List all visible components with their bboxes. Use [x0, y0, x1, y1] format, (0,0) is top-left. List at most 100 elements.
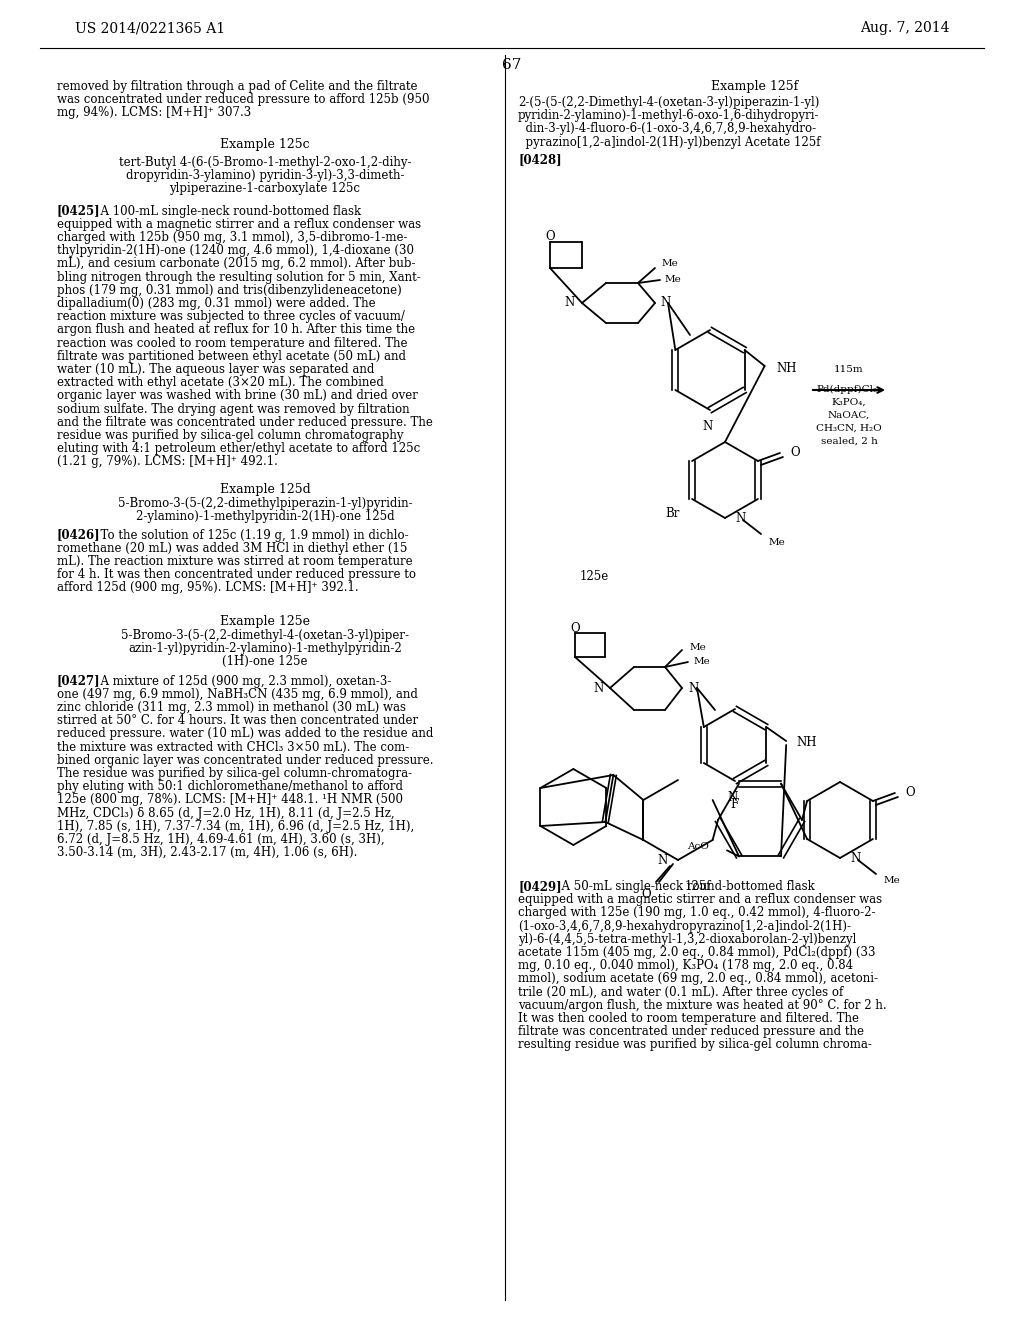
Text: organic layer was washed with brine (30 mL) and dried over: organic layer was washed with brine (30 …	[57, 389, 418, 403]
Text: ylpiperazine-1-carboxylate 125c: ylpiperazine-1-carboxylate 125c	[170, 182, 360, 194]
Text: stirred at 50° C. for 4 hours. It was then concentrated under: stirred at 50° C. for 4 hours. It was th…	[57, 714, 418, 727]
Text: yl)-6-(4,4,5,5-tetra-methyl-1,3,2-dioxaborolan-2-yl)benzyl: yl)-6-(4,4,5,5-tetra-methyl-1,3,2-dioxab…	[518, 933, 856, 946]
Text: 125e (800 mg, 78%). LCMS: [M+H]⁺ 448.1. ¹H NMR (500: 125e (800 mg, 78%). LCMS: [M+H]⁺ 448.1. …	[57, 793, 403, 807]
Text: MHz, CDCl₃) δ 8.65 (d, J=2.0 Hz, 1H), 8.11 (d, J=2.5 Hz,: MHz, CDCl₃) δ 8.65 (d, J=2.0 Hz, 1H), 8.…	[57, 807, 394, 820]
Text: thylpyridin-2(1H)-one (1240 mg, 4.6 mmol), 1,4-dioxane (30: thylpyridin-2(1H)-one (1240 mg, 4.6 mmol…	[57, 244, 414, 257]
Text: din-3-yl)-4-fluoro-6-(1-oxo-3,4,6,7,8,9-hexahydro-: din-3-yl)-4-fluoro-6-(1-oxo-3,4,6,7,8,9-…	[518, 123, 816, 136]
Text: mg, 0.10 eq., 0.040 mmol), K₃PO₄ (178 mg, 2.0 eq., 0.84: mg, 0.10 eq., 0.040 mmol), K₃PO₄ (178 mg…	[518, 960, 853, 973]
Text: acetate 115m (405 mg, 2.0 eq., 0.84 mmol), PdCl₂(dppf) (33: acetate 115m (405 mg, 2.0 eq., 0.84 mmol…	[518, 946, 876, 960]
Text: mg, 94%). LCMS: [M+H]⁺ 307.3: mg, 94%). LCMS: [M+H]⁺ 307.3	[57, 107, 251, 119]
Text: 6.72 (d, J=8.5 Hz, 1H), 4.69-4.61 (m, 4H), 3.60 (s, 3H),: 6.72 (d, J=8.5 Hz, 1H), 4.69-4.61 (m, 4H…	[57, 833, 385, 846]
Text: 5-Bromo-3-(5-(2,2-dimethyl-4-(oxetan-3-yl)piper-: 5-Bromo-3-(5-(2,2-dimethyl-4-(oxetan-3-y…	[121, 628, 409, 642]
Text: vacuum/argon flush, the mixture was heated at 90° C. for 2 h.: vacuum/argon flush, the mixture was heat…	[518, 999, 887, 1012]
Text: reaction mixture was subjected to three cycles of vacuum/: reaction mixture was subjected to three …	[57, 310, 404, 323]
Text: O: O	[790, 446, 800, 459]
Text: Example 125c: Example 125c	[220, 137, 310, 150]
Text: resulting residue was purified by silica-gel column chroma-: resulting residue was purified by silica…	[518, 1039, 871, 1052]
Text: N: N	[702, 420, 713, 433]
Text: mL), and cesium carbonate (2015 mg, 6.2 mmol). After bub-: mL), and cesium carbonate (2015 mg, 6.2 …	[57, 257, 416, 271]
Text: sealed, 2 h: sealed, 2 h	[820, 437, 878, 446]
Text: Example 125e: Example 125e	[220, 615, 310, 627]
Text: phy eluting with 50:1 dichloromethane/methanol to afford: phy eluting with 50:1 dichloromethane/me…	[57, 780, 403, 793]
Text: K₃PO₄,: K₃PO₄,	[831, 399, 866, 407]
Text: O: O	[570, 622, 580, 635]
Text: 2-ylamino)-1-methylpyridin-2(1H)-one 125d: 2-ylamino)-1-methylpyridin-2(1H)-one 125…	[136, 510, 394, 523]
Text: [0429]: [0429]	[518, 880, 561, 894]
Text: trile (20 mL), and water (0.1 mL). After three cycles of: trile (20 mL), and water (0.1 mL). After…	[518, 986, 843, 999]
Text: 1H), 7.85 (s, 1H), 7.37-7.34 (m, 1H), 6.96 (d, J=2.5 Hz, 1H),: 1H), 7.85 (s, 1H), 7.37-7.34 (m, 1H), 6.…	[57, 820, 415, 833]
Text: extracted with ethyl acetate (3×20 mL). The combined: extracted with ethyl acetate (3×20 mL). …	[57, 376, 384, 389]
Text: reaction was cooled to room temperature and filtered. The: reaction was cooled to room temperature …	[57, 337, 408, 350]
Text: N: N	[688, 681, 698, 694]
Text: (1H)-one 125e: (1H)-one 125e	[222, 655, 308, 668]
Text: mmol), sodium acetate (69 mg, 2.0 eq., 0.84 mmol), acetoni-: mmol), sodium acetate (69 mg, 2.0 eq., 0…	[518, 973, 878, 986]
Text: equipped with a magnetic stirrer and a reflux condenser was: equipped with a magnetic stirrer and a r…	[57, 218, 421, 231]
Text: O: O	[641, 888, 651, 902]
Text: [0427]: [0427]	[57, 675, 100, 688]
Text: Example 125d: Example 125d	[219, 483, 310, 495]
Text: N: N	[594, 681, 604, 694]
Text: Aug. 7, 2014: Aug. 7, 2014	[860, 21, 950, 36]
Text: Me: Me	[665, 276, 682, 285]
Text: romethane (20 mL) was added 3M HCl in diethyl ether (15: romethane (20 mL) was added 3M HCl in di…	[57, 541, 408, 554]
Text: CH₃CN, H₂O: CH₃CN, H₂O	[816, 424, 882, 433]
Text: O: O	[545, 231, 555, 243]
Text: Pd(dppf)Cl₂,: Pd(dppf)Cl₂,	[817, 385, 882, 395]
Text: bined organic layer was concentrated under reduced pressure.: bined organic layer was concentrated und…	[57, 754, 433, 767]
Text: A 50-mL single-neck round-bottomed flask: A 50-mL single-neck round-bottomed flask	[554, 880, 815, 894]
Text: N: N	[660, 297, 671, 309]
Text: and the filtrate was concentrated under reduced pressure. The: and the filtrate was concentrated under …	[57, 416, 433, 429]
Text: The residue was purified by silica-gel column-chromatogra-: The residue was purified by silica-gel c…	[57, 767, 412, 780]
Text: NaOAC,: NaOAC,	[827, 411, 870, 420]
Text: argon flush and heated at reflux for 10 h. After this time the: argon flush and heated at reflux for 10 …	[57, 323, 415, 337]
Text: one (497 mg, 6.9 mmol), NaBH₃CN (435 mg, 6.9 mmol), and: one (497 mg, 6.9 mmol), NaBH₃CN (435 mg,…	[57, 688, 418, 701]
Text: To the solution of 125c (1.19 g, 1.9 mmol) in dichlo-: To the solution of 125c (1.19 g, 1.9 mmo…	[93, 528, 409, 541]
Text: Br: Br	[666, 507, 680, 520]
Text: N: N	[565, 297, 575, 309]
Text: [0425]: [0425]	[57, 205, 100, 218]
Text: bling nitrogen through the resulting solution for 5 min, Xant-: bling nitrogen through the resulting sol…	[57, 271, 421, 284]
Text: NH: NH	[797, 737, 817, 750]
Text: Me: Me	[694, 657, 711, 667]
Text: NH: NH	[776, 362, 797, 375]
Text: 125f: 125f	[685, 880, 712, 894]
Text: zinc chloride (311 mg, 2.3 mmol) in methanol (30 mL) was: zinc chloride (311 mg, 2.3 mmol) in meth…	[57, 701, 406, 714]
Text: Example 125f: Example 125f	[712, 81, 799, 92]
Text: O: O	[905, 787, 914, 800]
Text: N: N	[735, 511, 745, 524]
Text: Me: Me	[884, 876, 901, 884]
Text: pyridin-2-ylamino)-1-methyl-6-oxo-1,6-dihydropyri-: pyridin-2-ylamino)-1-methyl-6-oxo-1,6-di…	[518, 110, 819, 123]
Text: A 100-mL single-neck round-bottomed flask: A 100-mL single-neck round-bottomed flas…	[93, 205, 361, 218]
Text: filtrate was partitioned between ethyl acetate (50 mL) and: filtrate was partitioned between ethyl a…	[57, 350, 406, 363]
Text: for 4 h. It was then concentrated under reduced pressure to: for 4 h. It was then concentrated under …	[57, 568, 416, 581]
Text: charged with 125b (950 mg, 3.1 mmol), 3,5-dibromo-1-me-: charged with 125b (950 mg, 3.1 mmol), 3,…	[57, 231, 408, 244]
Text: charged with 125e (190 mg, 1.0 eq., 0.42 mmol), 4-fluoro-2-: charged with 125e (190 mg, 1.0 eq., 0.42…	[518, 907, 876, 920]
Text: filtrate was concentrated under reduced pressure and the: filtrate was concentrated under reduced …	[518, 1026, 864, 1039]
Text: equipped with a magnetic stirrer and a reflux condenser was: equipped with a magnetic stirrer and a r…	[518, 894, 882, 907]
Text: (1.21 g, 79%). LCMS: [M+H]⁺ 492.1.: (1.21 g, 79%). LCMS: [M+H]⁺ 492.1.	[57, 455, 278, 469]
Text: Me: Me	[690, 643, 707, 652]
Text: N: N	[657, 854, 668, 866]
Text: sodium sulfate. The drying agent was removed by filtration: sodium sulfate. The drying agent was rem…	[57, 403, 410, 416]
Text: 125e: 125e	[580, 570, 609, 583]
Text: It was then cooled to room temperature and filtered. The: It was then cooled to room temperature a…	[518, 1012, 859, 1026]
Text: tert-Butyl 4-(6-(5-Bromo-1-methyl-2-oxo-1,2-dihy-: tert-Butyl 4-(6-(5-Bromo-1-methyl-2-oxo-…	[119, 156, 412, 169]
Text: [0426]: [0426]	[57, 528, 100, 541]
Text: 5-Bromo-3-(5-(2,2-dimethylpiperazin-1-yl)pyridin-: 5-Bromo-3-(5-(2,2-dimethylpiperazin-1-yl…	[118, 496, 413, 510]
Text: residue was purified by silica-gel column chromatography: residue was purified by silica-gel colum…	[57, 429, 403, 442]
Text: was concentrated under reduced pressure to afford 125b (950: was concentrated under reduced pressure …	[57, 94, 429, 106]
Text: reduced pressure. water (10 mL) was added to the residue and: reduced pressure. water (10 mL) was adde…	[57, 727, 433, 741]
Text: 3.50-3.14 (m, 3H), 2.43-2.17 (m, 4H), 1.06 (s, 6H).: 3.50-3.14 (m, 3H), 2.43-2.17 (m, 4H), 1.…	[57, 846, 357, 859]
Text: N: N	[728, 791, 738, 804]
Text: dipalladium(0) (283 mg, 0.31 mmol) were added. The: dipalladium(0) (283 mg, 0.31 mmol) were …	[57, 297, 376, 310]
Text: US 2014/0221365 A1: US 2014/0221365 A1	[75, 21, 225, 36]
Text: N: N	[850, 851, 860, 865]
Text: dropyridin-3-ylamino) pyridin-3-yl)-3,3-dimeth-: dropyridin-3-ylamino) pyridin-3-yl)-3,3-…	[126, 169, 404, 182]
Text: water (10 mL). The aqueous layer was separated and: water (10 mL). The aqueous layer was sep…	[57, 363, 375, 376]
Text: F: F	[730, 797, 738, 810]
Text: eluting with 4:1 petroleum ether/ethyl acetate to afford 125c: eluting with 4:1 petroleum ether/ethyl a…	[57, 442, 420, 455]
Text: AcO: AcO	[687, 842, 709, 851]
Text: azin-1-yl)pyridin-2-ylamino)-1-methylpyridin-2: azin-1-yl)pyridin-2-ylamino)-1-methylpyr…	[128, 642, 401, 655]
Text: [0428]: [0428]	[518, 153, 561, 166]
Text: A mixture of 125d (900 mg, 2.3 mmol), oxetan-3-: A mixture of 125d (900 mg, 2.3 mmol), ox…	[93, 675, 391, 688]
